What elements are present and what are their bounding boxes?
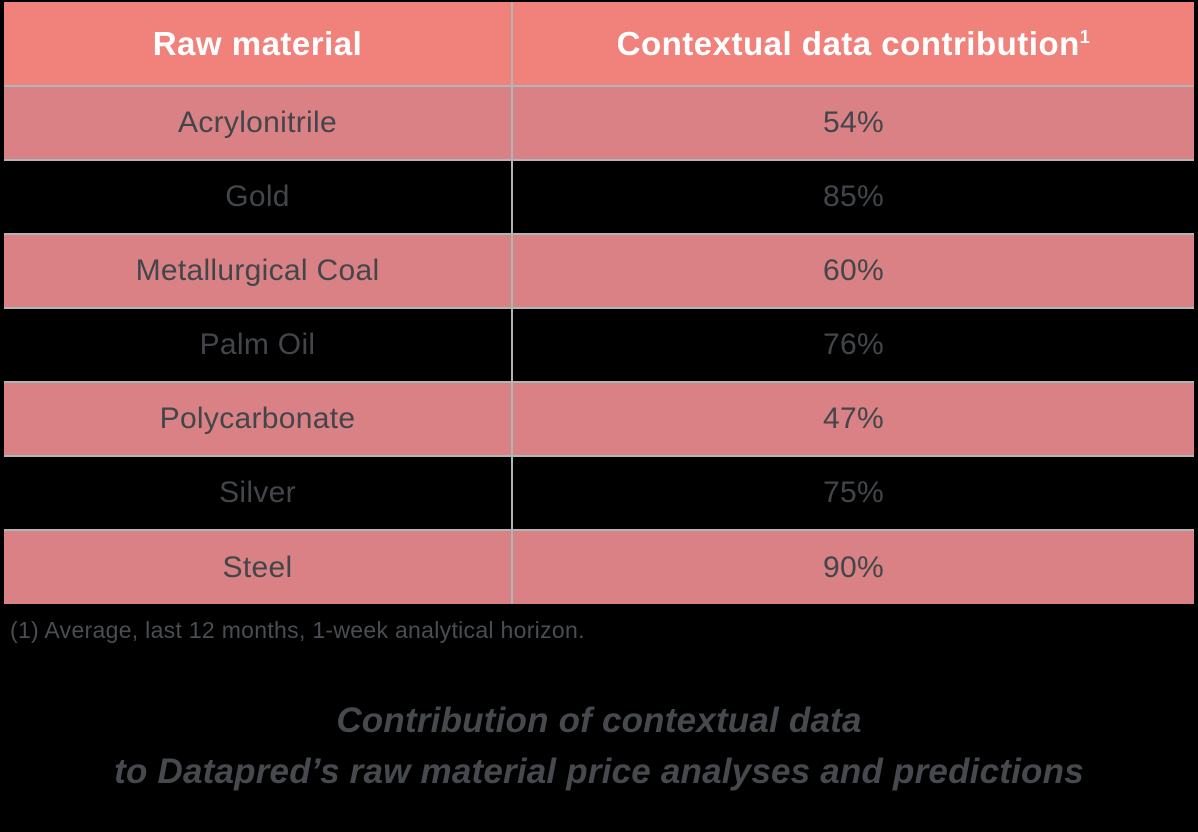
material-cell: Silver — [3, 455, 513, 531]
contribution-cell: 75% — [511, 455, 1195, 531]
material-cell: Gold — [3, 159, 513, 235]
contribution-cell: 76% — [511, 307, 1195, 383]
table-row: Steel 90% — [3, 529, 1195, 605]
material-cell: Acrylonitrile — [3, 85, 513, 161]
table-row: Metallurgical Coal 60% — [3, 233, 1195, 309]
contribution-cell: 85% — [511, 159, 1195, 235]
material-cell: Steel — [3, 529, 513, 605]
column-header-contribution: Contextual data contribution1 — [511, 1, 1195, 87]
contribution-table: Raw material Contextual data contributio… — [3, 1, 1195, 605]
table-row: Acrylonitrile 54% — [3, 85, 1195, 161]
contribution-cell: 47% — [511, 381, 1195, 457]
caption-line-1: Contribution of contextual data — [336, 701, 862, 740]
column-header-raw-material: Raw material — [3, 1, 513, 87]
material-cell: Polycarbonate — [3, 381, 513, 457]
material-cell: Palm Oil — [3, 307, 513, 383]
contribution-cell: 54% — [511, 85, 1195, 161]
column-header-contribution-label: Contextual data contribution — [616, 24, 1080, 62]
footnote-marker: 1 — [1079, 26, 1091, 47]
material-cell: Metallurgical Coal — [3, 233, 513, 309]
table-row: Polycarbonate 47% — [3, 381, 1195, 457]
table-header-row: Raw material Contextual data contributio… — [3, 1, 1195, 87]
footnote: (1) Average, last 12 months, 1-week anal… — [10, 617, 585, 643]
contribution-cell: 90% — [511, 529, 1195, 605]
table-row: Silver 75% — [3, 455, 1195, 531]
caption-line-2: to Datapred’s raw material price analyse… — [114, 751, 1084, 791]
table-row: Palm Oil 76% — [3, 307, 1195, 383]
table-row: Gold 85% — [3, 159, 1195, 235]
caption: Contribution of contextual data to Datap… — [0, 696, 1198, 798]
contribution-cell: 60% — [511, 233, 1195, 309]
